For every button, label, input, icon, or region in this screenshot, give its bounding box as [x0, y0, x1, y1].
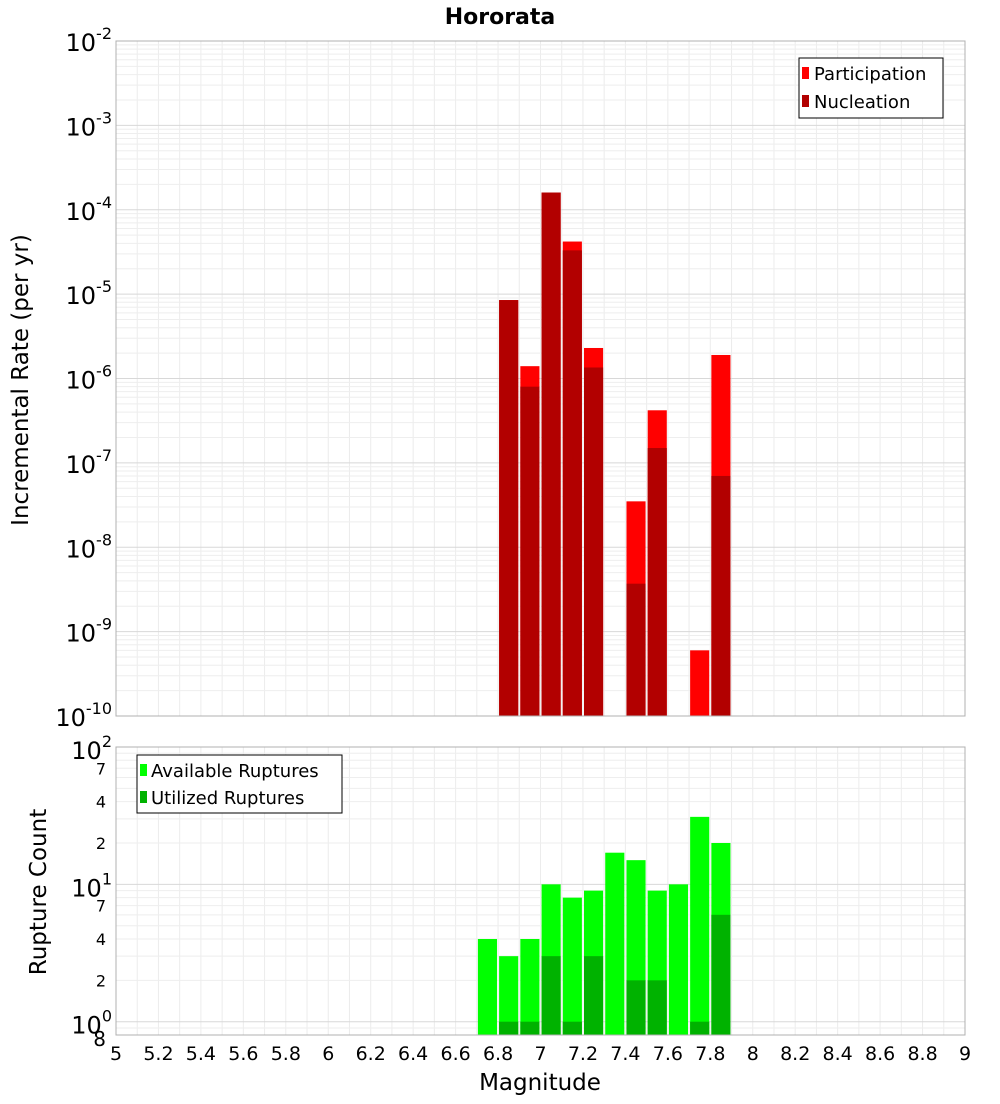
- x-axis-label: Magnitude: [479, 1070, 601, 1096]
- legend-swatch: [802, 95, 809, 107]
- x-tick-label: 5.8: [271, 1043, 301, 1065]
- x-tick-label: 6.8: [483, 1043, 513, 1065]
- rate-y-tick-label: 10-3: [66, 108, 113, 141]
- x-tick-label: 5.6: [228, 1043, 258, 1065]
- count-y-tick-label: 2: [96, 834, 106, 853]
- rate-y-tick-label: 10-4: [66, 193, 113, 226]
- rate-y-tick-label: 10-2: [66, 24, 113, 57]
- x-tick-label: 5: [110, 1043, 122, 1065]
- x-tick-label: 8.8: [907, 1043, 937, 1065]
- count-y-tick-label: 100: [71, 1007, 112, 1040]
- x-tick-label: 7.4: [610, 1043, 640, 1065]
- legend-swatch: [802, 67, 809, 79]
- count-bar-a: [477, 939, 497, 1035]
- legend-swatch: [140, 791, 147, 803]
- count-legend-box: [136, 754, 343, 814]
- rate-legend: Participation Nucleation: [798, 57, 944, 119]
- count-bar-b: [647, 980, 667, 1035]
- rate-bar-b: [626, 583, 646, 716]
- rate-legend-box: [798, 57, 944, 119]
- rate-frame: [115, 40, 966, 717]
- rate-y-tick-label: 10-8: [66, 530, 113, 563]
- count-bar-b: [499, 1021, 519, 1035]
- rate-y-tick-label: 10-5: [66, 277, 113, 310]
- legend-label: Participation: [814, 64, 926, 85]
- rate-y-tick-label: 10-6: [66, 362, 113, 395]
- rate-bar-b: [562, 250, 582, 717]
- x-tick-label: 6.2: [356, 1043, 386, 1065]
- x-tick-label: 5.2: [143, 1043, 173, 1065]
- rate-bar-b: [647, 448, 667, 716]
- rate-y-axis-label: Incremental Rate (per yr): [8, 234, 34, 526]
- rate-bar-b: [499, 300, 519, 716]
- count-y-tick-label: 2: [96, 971, 106, 990]
- count-y-tick-label: 7: [96, 897, 106, 916]
- x-tick-label: 7: [534, 1043, 546, 1065]
- rate-bar-b: [541, 192, 561, 717]
- count-bar-b: [562, 1021, 582, 1035]
- rate-panel: 10-10 10-9 10-8 10-7 10-6 10-5 10-4 10-3 10-2 Par…: [55, 24, 966, 732]
- x-tick-label: 6: [322, 1043, 334, 1065]
- rate-y-tick-label: 10-10: [55, 699, 112, 732]
- count-bar-a: [690, 816, 710, 1035]
- count-bar-a: [562, 897, 582, 1035]
- count-legend: Available Ruptures Utilized Ruptures: [136, 754, 343, 814]
- x-tick-label: 5.4: [186, 1043, 216, 1065]
- count-y-axis-label: Rupture Count: [26, 809, 52, 975]
- rate-y-tick-label: 10-9: [66, 615, 113, 648]
- count-y-tick-label: 7: [96, 759, 106, 778]
- count-y-tick-label: 4: [96, 793, 106, 812]
- rate-bar-b: [584, 367, 604, 716]
- count-bar-b: [520, 1021, 540, 1035]
- count-bar-a: [499, 956, 519, 1035]
- count-bar-a: [520, 939, 540, 1035]
- count-bar-b: [626, 980, 646, 1035]
- rate-bar-b: [520, 386, 540, 716]
- count-y-tick-label: 4: [96, 930, 106, 949]
- legend-label: Available Ruptures: [151, 761, 319, 782]
- x-tick-label: 8.2: [780, 1043, 810, 1065]
- rate-bar-b: [711, 475, 731, 716]
- x-tick-label: 7.2: [568, 1043, 598, 1065]
- count-bar-a: [668, 884, 689, 1035]
- count-y-min-label: 8: [93, 1027, 106, 1051]
- count-bar-a: [605, 852, 625, 1035]
- x-tick-label: 6.4: [398, 1043, 428, 1065]
- chart-title: Hororata: [445, 5, 556, 30]
- rate-y-tick-label: 10-7: [66, 446, 113, 479]
- x-tick-label: 7.8: [695, 1043, 725, 1065]
- count-y-tick-label: 102: [71, 732, 112, 765]
- legend-label: Nucleation: [814, 92, 910, 113]
- x-tick-label: 9: [959, 1043, 971, 1065]
- count-bar-b: [690, 1021, 710, 1035]
- legend-swatch: [140, 764, 147, 776]
- x-tick-label: 8.4: [823, 1043, 853, 1065]
- x-tick-label: 8.6: [865, 1043, 895, 1065]
- count-bar-b: [711, 914, 731, 1035]
- rate-bar-a: [690, 650, 710, 716]
- count-bar-b: [541, 956, 561, 1035]
- count-frame: [115, 746, 966, 1036]
- x-tick-label: 7.6: [653, 1043, 683, 1065]
- x-tick-label: 8: [747, 1043, 759, 1065]
- x-tick-label: 6.6: [440, 1043, 470, 1065]
- count-bar-b: [584, 956, 604, 1035]
- count-y-tick-label: 101: [71, 869, 112, 902]
- legend-label: Utilized Ruptures: [151, 788, 304, 809]
